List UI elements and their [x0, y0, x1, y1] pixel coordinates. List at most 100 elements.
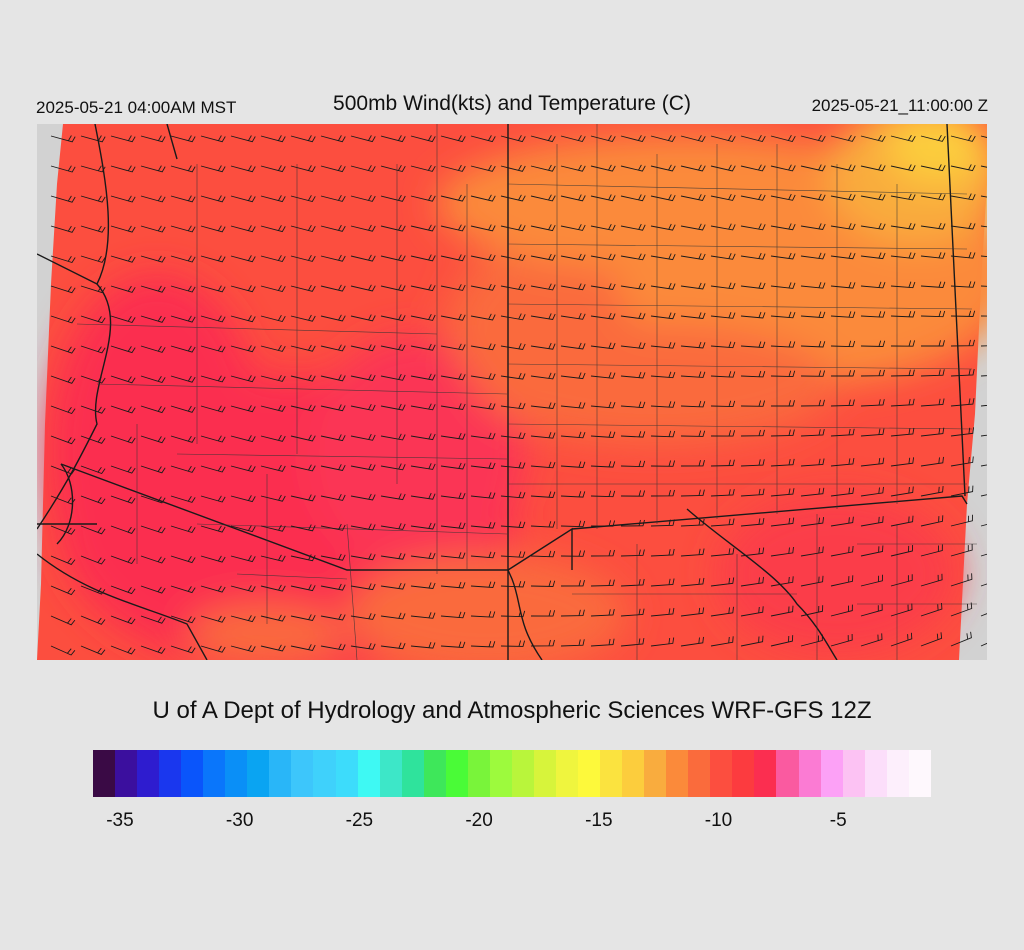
wind-barb: [200, 345, 226, 353]
wind-barb: [110, 345, 136, 354]
wind-barb: [920, 632, 943, 647]
wind-barb: [350, 254, 376, 262]
wind-barb: [80, 315, 106, 324]
wind-barb: [350, 463, 376, 471]
wind-barb: [380, 135, 406, 143]
wind-barb: [500, 253, 526, 261]
wind-barb: [260, 195, 286, 203]
colorbar-swatch: [842, 750, 865, 797]
wind-barb: [260, 135, 286, 143]
wind-barb: [650, 637, 675, 647]
wind-barb: [830, 164, 856, 172]
colorbar-swatch: [555, 750, 579, 797]
wind-barb: [740, 429, 765, 437]
wind-barb: [380, 493, 406, 501]
wind-barb: [950, 485, 974, 497]
wind-barb: [830, 633, 853, 647]
wind-barb: [590, 372, 616, 379]
wind-barb: [680, 253, 706, 260]
colorbar-swatch: [115, 750, 138, 797]
wind-barb: [530, 639, 555, 647]
wind-barb: [650, 194, 676, 202]
wind-barb: [320, 583, 346, 591]
wind-barb: [920, 398, 945, 407]
colorbar-tick-label: -5: [829, 810, 847, 831]
colorbar-swatch: [776, 750, 799, 797]
wind-barb: [680, 400, 706, 408]
wind-barb: [140, 465, 166, 474]
wind-barb: [560, 491, 586, 498]
wind-barb: [530, 253, 556, 261]
wind-barb: [230, 615, 256, 623]
wind-barb: [260, 285, 286, 293]
wind-barb: [290, 284, 316, 292]
wind-barb: [530, 550, 556, 558]
wind-barb: [380, 224, 406, 232]
wind-barb: [830, 516, 854, 527]
wind-barb: [140, 555, 166, 564]
wind-barb: [50, 345, 76, 354]
wind-barb: [770, 458, 795, 467]
wind-barb: [770, 134, 796, 143]
wind-barb: [410, 313, 436, 321]
wind-barb: [140, 285, 166, 293]
wind-barb: [560, 431, 586, 439]
wind-barb: [890, 164, 916, 172]
colorbar-swatch: [379, 750, 402, 797]
colorbar-swatch: [732, 750, 755, 797]
wind-barb: [680, 312, 706, 319]
wind-barb: [680, 135, 706, 143]
wind-barb: [860, 545, 884, 557]
colorbar-tick-label: -15: [585, 810, 613, 831]
wind-barb: [200, 375, 226, 383]
wind-barb: [740, 518, 765, 527]
wind-barb: [890, 134, 916, 142]
wind-barb: [140, 435, 166, 444]
wind-barb: [890, 398, 915, 407]
wind-barb: [440, 254, 466, 262]
wind-barb: [890, 340, 916, 347]
wind-barb: [830, 193, 856, 201]
wind-barb: [890, 544, 914, 557]
wind-barb: [470, 135, 496, 143]
wind-barb: [590, 312, 616, 320]
wind-barb: [50, 195, 76, 203]
wind-barb: [890, 515, 914, 527]
colorbar-swatch: [886, 750, 909, 797]
wind-barb: [320, 553, 346, 561]
wind-barb: [830, 428, 855, 437]
wind-barb: [440, 373, 466, 381]
colorbar-swatch: [798, 750, 821, 797]
wind-barb: [110, 165, 136, 173]
colorbar-tick-label: -25: [345, 810, 374, 831]
wind-barb: [620, 371, 646, 379]
wind-barb: [590, 253, 616, 261]
wind-barb: [350, 613, 376, 620]
colorbar-ticks: -35 -30 -25 -20 -15 -10 -5: [0, 810, 1024, 840]
wind-barb: [80, 495, 106, 505]
wind-barb: [890, 574, 913, 587]
wind-barb: [530, 313, 556, 320]
colorbar-swatch: [181, 750, 204, 797]
wind-barb: [590, 579, 615, 587]
wind-barb: [440, 224, 466, 232]
wind-barb: [921, 340, 945, 347]
colorbar-swatch: [622, 750, 645, 797]
wind-barb: [380, 314, 406, 322]
wind-barb: [710, 253, 736, 260]
wind-barb: [320, 464, 346, 472]
wind-barb: [770, 605, 794, 617]
wind-barb: [620, 578, 645, 587]
wind-barb: [860, 223, 886, 230]
wind-barb: [831, 370, 856, 377]
wind-barb: [440, 492, 466, 500]
wind-barb: [200, 585, 226, 593]
wind-barb: [470, 194, 496, 202]
wind-barb: [230, 135, 256, 143]
wind-barb: [920, 427, 945, 437]
wind-barb: [470, 492, 496, 499]
wind-barb: [170, 525, 196, 534]
wind-barb: [770, 517, 795, 527]
wind-barb: [440, 164, 466, 172]
wind-barb: [770, 252, 796, 260]
